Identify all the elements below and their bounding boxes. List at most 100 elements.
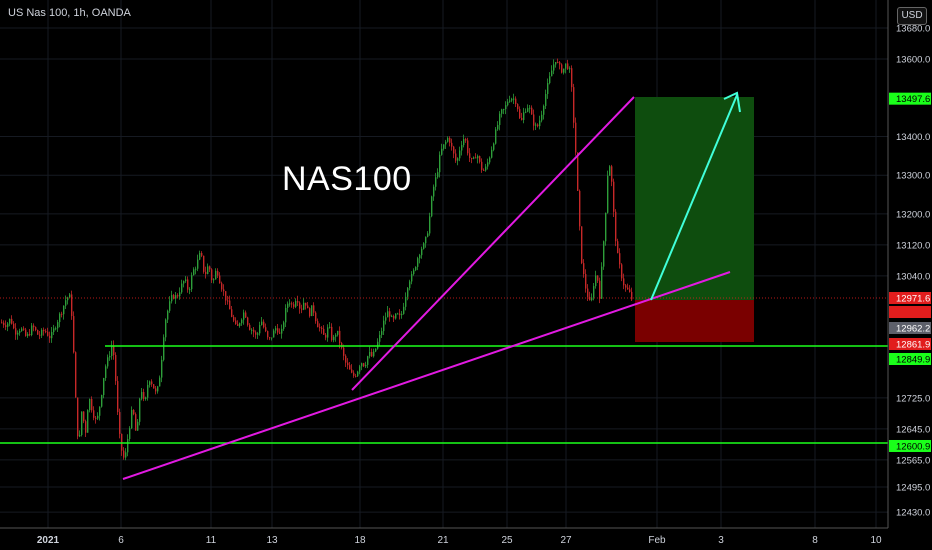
candle-body: [423, 243, 425, 249]
candle-body: [331, 326, 333, 341]
candle-body: [483, 169, 485, 171]
candle-body: [351, 369, 353, 373]
candle-body: [231, 309, 233, 317]
y-tick-label: 13040.0: [896, 271, 930, 282]
candle-body: [453, 146, 455, 154]
candle-body: [601, 266, 603, 299]
candle-body: [527, 108, 529, 112]
candle-body: [595, 275, 597, 287]
candle-body: [621, 264, 623, 279]
candle-body: [321, 327, 323, 329]
candle-body: [397, 313, 399, 315]
candle-body: [489, 157, 491, 163]
candle-body: [305, 302, 307, 306]
candle-body: [593, 286, 595, 298]
candle-body: [307, 305, 309, 309]
candle-body: [127, 438, 129, 453]
candle-body: [347, 362, 349, 366]
candle-body: [205, 271, 207, 275]
candle-body: [345, 355, 347, 363]
candle-body: [313, 305, 315, 313]
rising-trendline-long[interactable]: [122, 271, 731, 480]
candle-body: [301, 308, 303, 310]
candle-body: [251, 329, 253, 331]
candle-body: [75, 352, 77, 398]
candle-body: [97, 415, 99, 419]
candle-body: [169, 301, 171, 311]
candle-body: [631, 291, 633, 300]
y-tick-label: 13300.0: [896, 171, 930, 182]
candle-body: [93, 410, 95, 418]
candle-body: [269, 337, 271, 339]
currency-label[interactable]: USD: [897, 7, 927, 25]
candle-body: [573, 87, 575, 123]
candle-body: [67, 297, 69, 301]
candle-body: [49, 335, 51, 339]
candle-body: [475, 157, 477, 159]
price-badge: [889, 322, 931, 334]
candle-body: [107, 357, 109, 367]
candle-body: [151, 381, 153, 385]
y-tick-label: 12565.0: [896, 455, 930, 466]
candle-body: [253, 329, 255, 333]
candle-body: [477, 156, 479, 159]
time-axis[interactable]: 2021 6 11 13 18 21 25 27 Feb 3 8 10: [37, 535, 882, 546]
candle-body: [335, 334, 337, 337]
candle-body: [243, 312, 245, 320]
candle-body: [211, 269, 213, 281]
candle-body: [615, 211, 617, 242]
candle-body: [131, 409, 133, 429]
candle-body: [509, 100, 511, 102]
candle-body: [7, 323, 9, 327]
candle-body: [217, 270, 219, 276]
candle-body: [87, 410, 89, 433]
x-tick-label: 25: [501, 535, 513, 546]
candle-body: [487, 162, 489, 167]
candle-body: [161, 359, 163, 378]
candle-body: [383, 320, 385, 332]
y-tick-label: 12600.9: [896, 441, 930, 452]
candle-body: [111, 345, 113, 357]
candle-body: [209, 266, 211, 270]
candle-body: [219, 275, 221, 284]
candle-body: [481, 161, 483, 170]
candle-body: [261, 321, 263, 326]
candle-body: [581, 226, 583, 264]
candle-body: [427, 233, 429, 237]
candle-body: [215, 270, 217, 280]
candle-body: [569, 68, 571, 70]
candle-body: [23, 328, 25, 330]
candle-body: [547, 83, 549, 95]
candle-body: [105, 366, 107, 378]
candle-body: [133, 409, 135, 415]
candle-body: [543, 105, 545, 115]
target-arrow[interactable]: [650, 94, 738, 301]
x-tick-label: 3: [718, 535, 724, 546]
countdown-badge: [889, 306, 931, 318]
candle-body: [187, 279, 189, 290]
candle-body: [77, 397, 79, 437]
arrow-head-icon: [723, 91, 741, 113]
rising-trendline-steep[interactable]: [351, 96, 635, 391]
candle-body: [267, 331, 269, 338]
candle-body: [413, 270, 415, 275]
candle-body: [561, 64, 563, 73]
candle-body: [535, 124, 537, 126]
candle-body: [339, 330, 341, 344]
y-tick-label: 12725.0: [896, 393, 930, 404]
price-axis[interactable]: 13680.0 13600.0 13497.6 13400.0 13300.0 13200…: [889, 24, 931, 519]
candle-body: [361, 363, 363, 367]
candle-body: [611, 166, 613, 182]
candle-body: [277, 328, 279, 333]
candle-body: [457, 158, 459, 161]
candle-body: [317, 321, 319, 328]
plot-background: [0, 0, 888, 528]
y-tick-label: 12495.0: [896, 483, 930, 494]
y-tick-label: 13680.0: [896, 24, 930, 35]
candle-body: [31, 325, 33, 335]
candle-body: [273, 330, 275, 338]
candle-body: [531, 107, 533, 115]
candle-body: [155, 388, 157, 392]
candle-body: [69, 294, 71, 298]
